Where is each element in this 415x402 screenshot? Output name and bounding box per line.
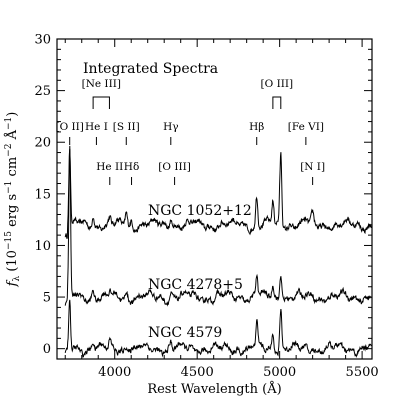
y-tick-label: 30 <box>34 33 51 48</box>
y-tick-label: 10 <box>34 239 51 254</box>
series-label: NGC 4278+5 <box>148 277 243 293</box>
y-label-main: f <box>5 279 20 287</box>
bracket-marker <box>272 96 282 109</box>
x-tick-label: 4500 <box>181 365 214 380</box>
y-tick-label: 25 <box>34 84 51 99</box>
y-label-e2: −1 <box>4 181 14 194</box>
plot-frame <box>56 38 373 360</box>
chart-title: Integrated Spectra <box>83 61 218 77</box>
y-label-sub: λ <box>12 276 22 282</box>
y-tick-label: 0 <box>43 342 51 357</box>
line-annotations: [O II] He I [S II] Hγ Hβ [Fe VI] He II Hδ [O III… <box>55 78 325 185</box>
y-label-p2: erg s <box>5 194 20 231</box>
line-label: He II <box>96 161 123 173</box>
spectrum-2 <box>64 299 372 358</box>
y-label-e1: −15 <box>4 231 14 250</box>
bracket-label: [Ne III] <box>82 78 121 90</box>
y-label-p1: (10 <box>5 250 20 276</box>
y-axis-label: fλ (10−15 erg s−1 cm−2 Å−1) <box>4 112 22 288</box>
x-tick-label: 5500 <box>346 365 379 380</box>
line-label: [O III] <box>158 161 191 173</box>
line-label: [Fe VI] <box>288 121 324 133</box>
line-label: Hγ <box>163 121 178 133</box>
line-label: [N I] <box>300 161 325 173</box>
spectra-lines: NGC 1052+12 NGC 4278+5 NGC 4579 <box>64 145 372 358</box>
spectrum-0 <box>64 148 372 240</box>
x-axis-label: Rest Wavelength (Å) <box>147 381 281 397</box>
tick-labels: 4000 4500 5000 5500 0 5 10 15 20 25 30 <box>34 33 378 381</box>
line-label: Hδ <box>124 161 139 173</box>
x-tick-label: 5000 <box>263 365 296 380</box>
series-label: NGC 4579 <box>148 325 222 341</box>
y-tick-label: 20 <box>34 136 51 151</box>
bracket-label: [O III] <box>261 78 294 90</box>
y-tick-label: 5 <box>43 291 51 306</box>
y-label-e4: −1 <box>4 117 14 130</box>
y-label-p3: cm <box>5 157 20 181</box>
line-label: Hβ <box>249 121 264 133</box>
bracket-marker <box>92 96 110 109</box>
series-label: NGC 1052+12 <box>148 203 252 219</box>
axis-ticks <box>57 38 372 359</box>
y-tick-label: 15 <box>34 187 51 202</box>
spectrum-1 <box>64 145 372 307</box>
line-label: [S II] <box>113 121 140 133</box>
line-label: He I <box>85 121 108 133</box>
y-label-e3: −2 <box>4 144 14 157</box>
line-label: [O II] <box>55 121 83 133</box>
y-label-p4: Å <box>4 129 20 143</box>
x-tick-label: 4000 <box>98 365 131 380</box>
y-label-p5: ) <box>5 112 20 117</box>
